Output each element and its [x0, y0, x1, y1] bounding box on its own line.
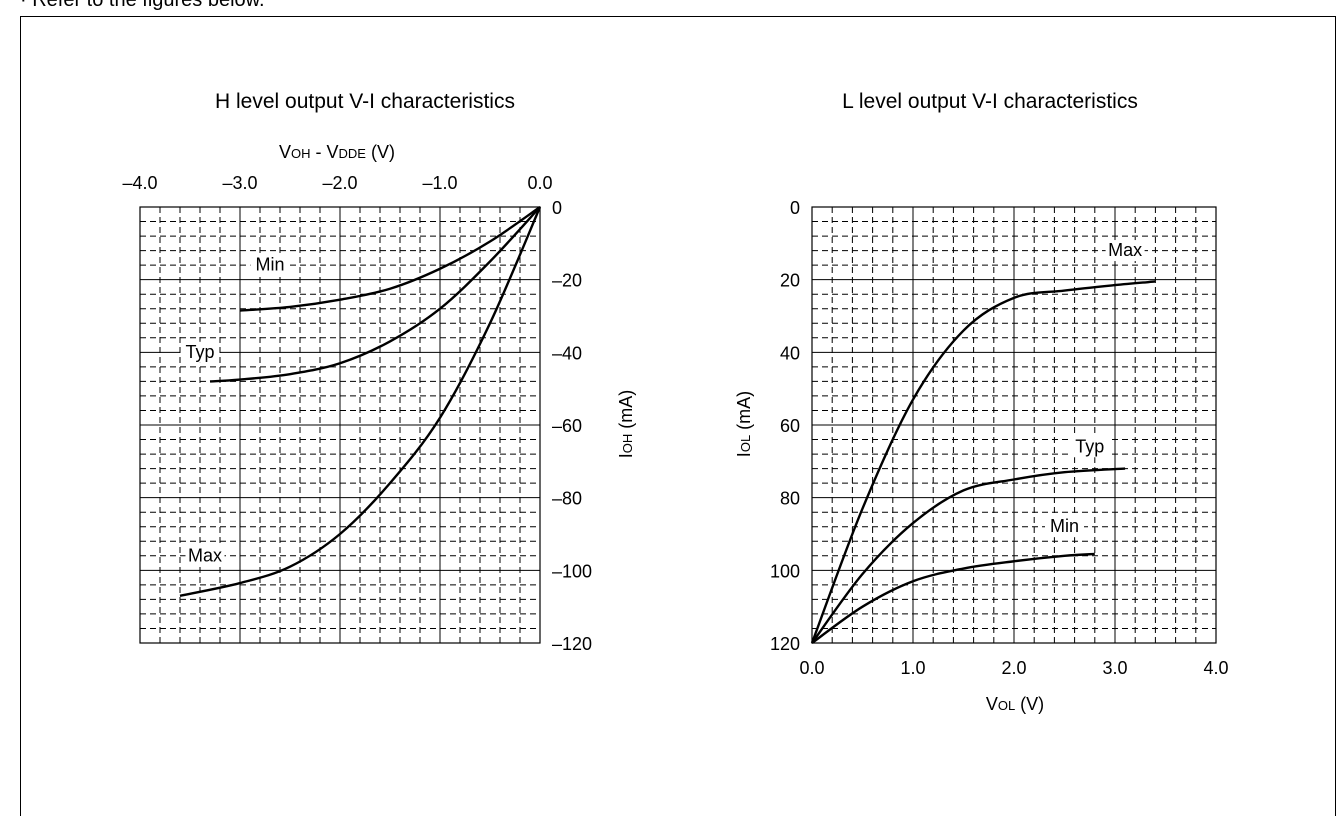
series-line-max [179, 206, 542, 597]
label-mid: - V [311, 142, 339, 162]
x-tick-label: –2.0 [322, 173, 357, 193]
x-axis-label: VOH - VDDE (V) [279, 142, 395, 162]
series-label-min: Min [1050, 516, 1079, 536]
x-tick-label: 3.0 [1102, 658, 1127, 678]
h-level-chart: –4.0 –3.0 –2.0 –1.0 0.00 –20 –40 –60 –80 –100 –120… [122, 90, 636, 654]
label-sub2: DDE [339, 146, 367, 161]
x-tick-label: 0.0 [799, 658, 824, 678]
y-tick-label: –20 [552, 271, 582, 291]
y-tick-label: 40 [780, 343, 800, 363]
label-main: V [986, 694, 998, 714]
label-unit: (mA) [616, 390, 636, 434]
chart-title: L level output V-I characteristics [842, 90, 1138, 113]
series-line-typ [811, 467, 1126, 644]
label-sub: OL [998, 698, 1015, 713]
page-note: · Refer to the figures below. [20, 0, 265, 11]
label-unit: (V) [366, 142, 395, 162]
label-sub: OH [620, 434, 635, 454]
y-tick-label: –60 [552, 416, 582, 436]
x-tick-label: 1.0 [900, 658, 925, 678]
y-tick-label: 0 [790, 198, 800, 218]
y-tick-label: 20 [780, 271, 800, 291]
l-level-chart: 0.0 1.0 2.0 3.0 4.0 0 20 40 60 80 100 120 L level ou… [734, 90, 1229, 714]
annotation-backing [180, 341, 220, 363]
annotation-backing [1105, 240, 1145, 262]
x-tick-label: –3.0 [222, 173, 257, 193]
y-axis-label: IOH (mA) [616, 390, 636, 459]
figure-frame [20, 16, 1336, 816]
series-label-typ: Typ [1075, 436, 1104, 456]
y-tick-label: –100 [552, 561, 592, 581]
series-label-typ: Typ [185, 342, 214, 362]
label-main: I [616, 453, 636, 458]
x-tick-label: –4.0 [122, 173, 157, 193]
y-axis-label: IOL (mA) [734, 391, 754, 457]
y-tick-label: 80 [780, 489, 800, 509]
annotation-backing [1045, 516, 1084, 538]
annotation-backing [1070, 436, 1110, 458]
series-label-min: Min [255, 255, 284, 275]
y-tick-label: 0 [552, 198, 562, 218]
annotation-backing [250, 254, 290, 276]
x-axis-label: VOL (V) [986, 694, 1044, 714]
series-line-typ [209, 206, 541, 383]
plot-border [139, 206, 541, 644]
annotation-backing [185, 545, 225, 567]
y-tick-label: –40 [552, 343, 582, 363]
series-label-max: Max [188, 545, 222, 565]
series-line-min [239, 206, 541, 312]
label-unit: (V) [1015, 694, 1044, 714]
x-tick-label: –1.0 [422, 173, 457, 193]
plot-border [811, 206, 1217, 644]
y-tick-label: –120 [552, 634, 592, 654]
series-line-max [810, 280, 1156, 644]
y-tick-label: 60 [780, 416, 800, 436]
y-tick-label: 100 [770, 561, 800, 581]
series-line-min [811, 552, 1095, 644]
series-label-max: Max [1108, 240, 1142, 260]
x-tick-label: 4.0 [1203, 658, 1228, 678]
label-sub: OL [738, 435, 753, 452]
x-tick-label: 0.0 [527, 173, 552, 193]
chart-title: H level output V-I characteristics [215, 90, 515, 113]
label-main: V [279, 142, 291, 162]
label-unit: (mA) [734, 391, 754, 435]
label-main: I [734, 452, 754, 457]
label-sub: OH [291, 146, 311, 161]
y-tick-label: –80 [552, 489, 582, 509]
y-tick-label: 120 [770, 634, 800, 654]
x-tick-label: 2.0 [1001, 658, 1026, 678]
